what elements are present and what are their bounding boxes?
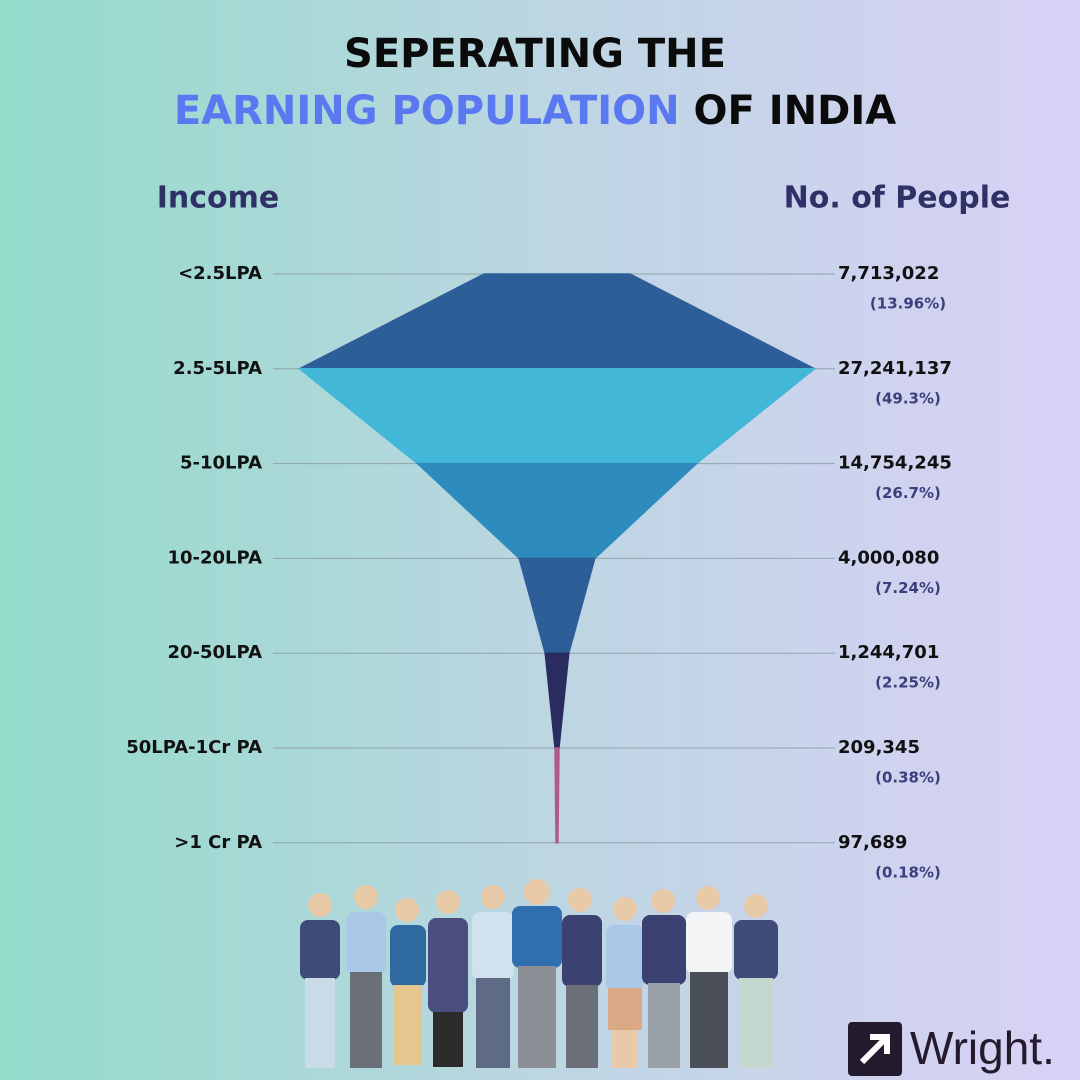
- title-highlight: EARNING POPULATION: [174, 88, 680, 134]
- column-header: No. of People: [784, 181, 1011, 216]
- category-label: <2.5LPA: [178, 263, 262, 284]
- value-label: 209,345: [838, 737, 920, 758]
- title-rest: OF INDIA: [694, 88, 897, 134]
- category-label: 5-10LPA: [180, 453, 262, 474]
- percent-label: (0.38%): [875, 769, 941, 787]
- logo-arrow: [859, 1034, 890, 1065]
- column-header: Income: [157, 181, 280, 216]
- category-label: 10-20LPA: [167, 547, 262, 568]
- value-label: 1,244,701: [838, 642, 939, 663]
- percent-label: (13.96%): [870, 295, 946, 313]
- people-illustration: [300, 879, 778, 1068]
- title-line: SEPERATING THE: [344, 31, 726, 77]
- value-label: 27,241,137: [838, 358, 952, 379]
- percent-label: (2.25%): [875, 674, 941, 692]
- percent-label: (49.3%): [875, 389, 941, 407]
- percent-label: (7.24%): [875, 579, 941, 597]
- brand-name: Wright.: [910, 1022, 1055, 1074]
- title-line: EARNING POPULATION OF INDIA: [174, 88, 896, 134]
- category-label: 2.5-5LPA: [173, 358, 262, 379]
- brand-logo: Wright.: [848, 1022, 1055, 1076]
- category-label: 20-50LPA: [167, 642, 262, 663]
- value-label: 14,754,245: [838, 453, 952, 474]
- value-label: 97,689: [838, 832, 907, 853]
- funnel-segment: [554, 747, 560, 844]
- category-label: 50LPA-1Cr PA: [126, 737, 262, 758]
- percent-label: (26.7%): [875, 484, 941, 502]
- percent-label: (0.18%): [875, 863, 941, 881]
- category-label: >1 Cr PA: [174, 832, 262, 853]
- value-label: 4,000,080: [838, 547, 939, 568]
- value-label: 7,713,022: [838, 263, 939, 284]
